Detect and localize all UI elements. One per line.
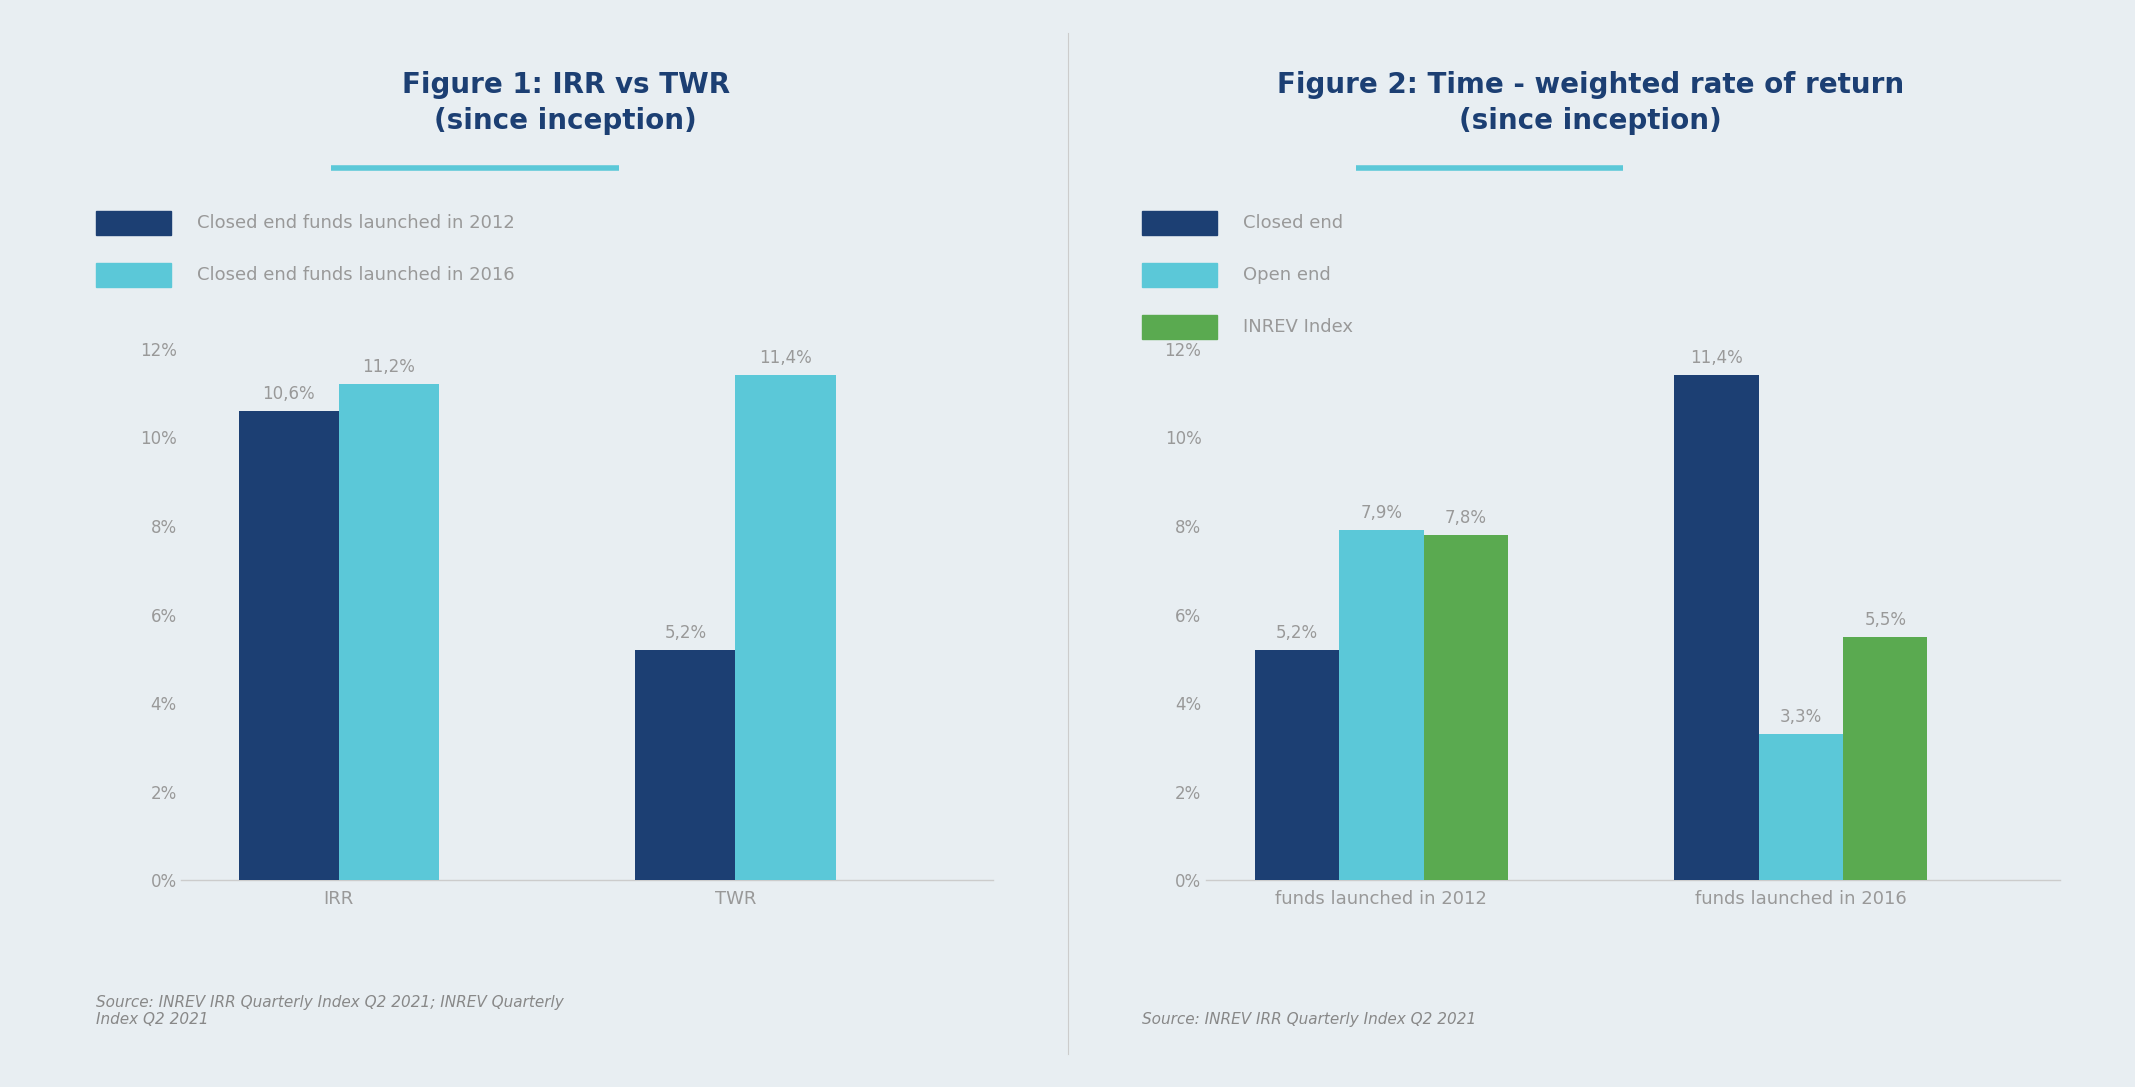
Text: Figure 2: Time - weighted rate of return
(since inception): Figure 2: Time - weighted rate of return… bbox=[1277, 71, 1904, 136]
Text: Closed end funds launched in 2012: Closed end funds launched in 2012 bbox=[196, 214, 515, 232]
Text: Figure 1: IRR vs TWR
(since inception): Figure 1: IRR vs TWR (since inception) bbox=[401, 71, 730, 136]
Text: INREV Index: INREV Index bbox=[1243, 318, 1354, 336]
Text: 5,2%: 5,2% bbox=[664, 624, 707, 642]
Text: 11,4%: 11,4% bbox=[760, 349, 811, 367]
Bar bbox=[1843, 637, 1928, 880]
Text: Source: INREV IRR Quarterly Index Q2 2021: Source: INREV IRR Quarterly Index Q2 202… bbox=[1142, 1012, 1477, 1027]
Text: 11,4%: 11,4% bbox=[1691, 349, 1742, 367]
Text: 7,9%: 7,9% bbox=[1360, 504, 1403, 523]
Text: 11,2%: 11,2% bbox=[363, 358, 414, 376]
Text: 7,8%: 7,8% bbox=[1445, 509, 1486, 527]
Text: Source: INREV IRR Quarterly Index Q2 2021; INREV Quarterly
Index Q2 2021: Source: INREV IRR Quarterly Index Q2 202… bbox=[96, 995, 564, 1027]
Bar bbox=[1255, 650, 1339, 880]
Bar bbox=[1339, 530, 1424, 880]
Text: 5,2%: 5,2% bbox=[1277, 624, 1317, 642]
Text: Open end: Open end bbox=[1243, 266, 1330, 284]
Bar bbox=[734, 375, 835, 880]
Bar bbox=[1674, 375, 1759, 880]
Bar bbox=[1759, 734, 1843, 880]
Bar bbox=[636, 650, 734, 880]
Text: Closed end: Closed end bbox=[1243, 214, 1343, 232]
Text: Closed end funds launched in 2016: Closed end funds launched in 2016 bbox=[196, 266, 515, 284]
Text: 10,6%: 10,6% bbox=[263, 385, 316, 403]
Bar bbox=[1424, 535, 1507, 880]
Text: 5,5%: 5,5% bbox=[1864, 611, 1907, 628]
Bar bbox=[239, 411, 339, 880]
Bar bbox=[339, 384, 440, 880]
Text: 3,3%: 3,3% bbox=[1781, 709, 1821, 726]
